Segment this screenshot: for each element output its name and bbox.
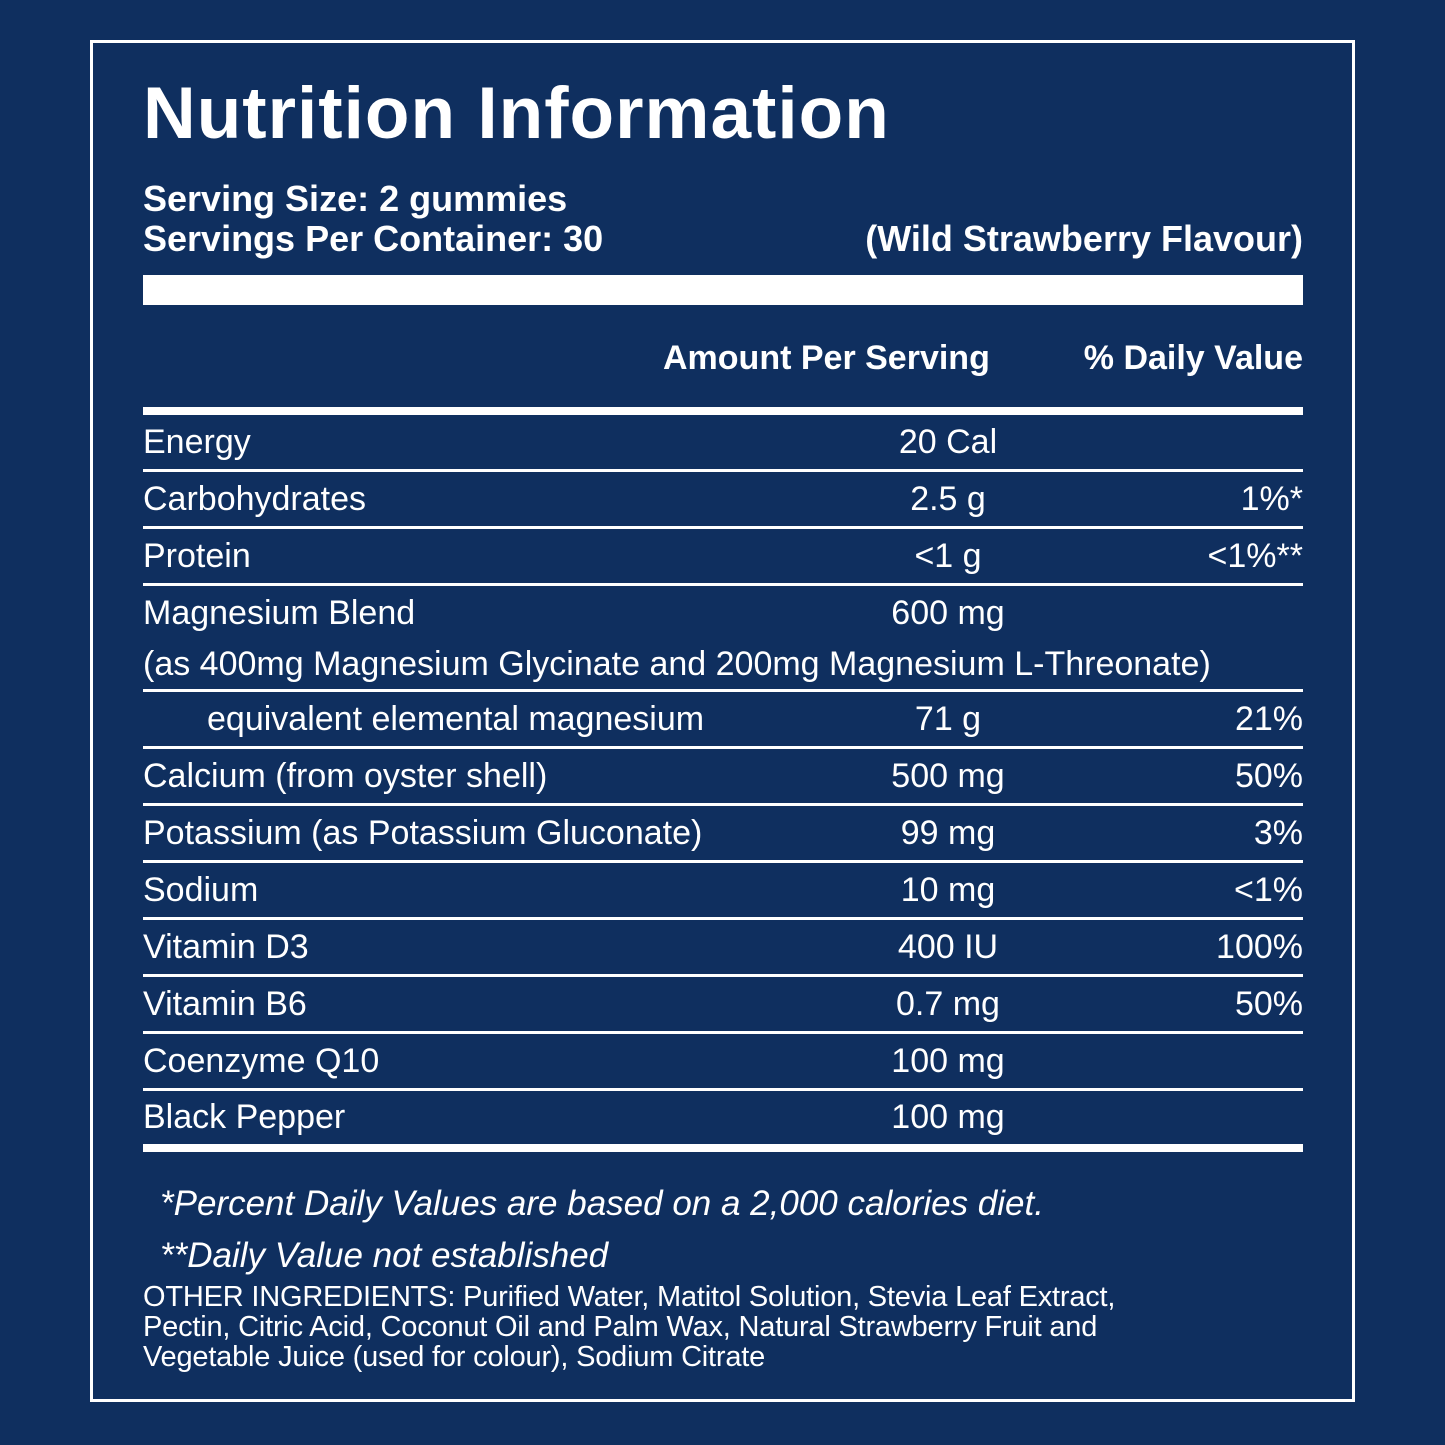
row-amount: 600 mg bbox=[891, 593, 1005, 632]
column-headers: Amount Per Serving % Daily Value bbox=[143, 339, 1303, 377]
row-amount: 99 mg bbox=[900, 813, 996, 852]
other-ingredients-line: OTHER INGREDIENTS: Purified Water, Matit… bbox=[143, 1281, 1116, 1313]
serving-size: Serving Size: 2 gummies bbox=[143, 178, 568, 219]
row-amount: 0.7 mg bbox=[896, 984, 1000, 1023]
label-content: Nutrition Information Serving Size: 2 gu… bbox=[93, 75, 1352, 1431]
row-label: Energy bbox=[143, 422, 251, 461]
row-amount: 20 Cal bbox=[898, 422, 998, 461]
row-daily-value: 1%* bbox=[1240, 479, 1303, 518]
row-label: equivalent elemental magnesium bbox=[207, 699, 705, 738]
other-ingredients-line: Vegetable Juice (used for colour), Sodiu… bbox=[143, 1341, 766, 1373]
row-daily-value: 100% bbox=[1216, 927, 1303, 966]
row-daily-value: 50% bbox=[1234, 984, 1303, 1023]
flavour-label: (Wild Strawberry Flavour) bbox=[865, 218, 1303, 259]
table-row-sodium: Sodium 10 mg <1% bbox=[143, 863, 1303, 920]
row-label: Calcium (from oyster shell) bbox=[143, 756, 548, 795]
table-row-carbohydrates: Carbohydrates 2.5 g 1%* bbox=[143, 472, 1303, 529]
row-label: Vitamin D3 bbox=[143, 927, 309, 966]
table-row-protein: Protein <1 g <1%** bbox=[143, 529, 1303, 586]
row-amount: 100 mg bbox=[891, 1041, 1005, 1080]
row-label: Magnesium Blend bbox=[143, 593, 416, 632]
column-header-daily-value: % Daily Value bbox=[1083, 339, 1303, 377]
row-amount: 400 IU bbox=[897, 927, 999, 966]
row-amount: 100 mg bbox=[891, 1098, 1005, 1136]
row-label: Coenzyme Q10 bbox=[143, 1041, 380, 1080]
table-row-energy: Energy 20 Cal bbox=[143, 415, 1303, 472]
table-row-calcium: Calcium (from oyster shell) 500 mg 50% bbox=[143, 749, 1303, 806]
row-amount: 2.5 g bbox=[910, 479, 986, 518]
row-amount: 71 g bbox=[914, 699, 982, 738]
row-label: Protein bbox=[143, 536, 251, 575]
footnote-not-established: **Daily Value not established bbox=[160, 1236, 609, 1275]
row-daily-value: 21% bbox=[1234, 699, 1303, 738]
serving-info: Serving Size: 2 gummies Servings Per Con… bbox=[143, 179, 1303, 259]
nutrition-table: Energy 20 Cal Carbohydrates 2.5 g 1%* Pr… bbox=[143, 407, 1303, 1152]
row-daily-value: 3% bbox=[1253, 813, 1303, 852]
column-header-amount: Amount Per Serving bbox=[663, 339, 990, 377]
footnotes: *Percent Daily Values are based on a 2,0… bbox=[143, 1178, 1303, 1282]
divider-bar bbox=[143, 275, 1303, 305]
row-amount: <1 g bbox=[914, 536, 982, 575]
magnesium-blend-note: (as 400mg Magnesium Glycinate and 200mg … bbox=[143, 640, 1303, 692]
other-ingredients-line: Pectin, Citric Acid, Coconut Oil and Pal… bbox=[143, 1311, 1098, 1343]
row-label: Carbohydrates bbox=[143, 479, 367, 518]
row-label: Sodium bbox=[143, 870, 259, 909]
row-label: Black Pepper bbox=[143, 1098, 346, 1136]
label-frame: Nutrition Information Serving Size: 2 gu… bbox=[90, 40, 1355, 1402]
row-amount: 500 mg bbox=[891, 756, 1005, 795]
table-row-coenzyme-q10: Coenzyme Q10 100 mg bbox=[143, 1034, 1303, 1091]
table-row-vitamin-d3: Vitamin D3 400 IU 100% bbox=[143, 920, 1303, 977]
row-daily-value: <1% bbox=[1234, 870, 1303, 909]
table-row-potassium: Potassium (as Potassium Gluconate) 99 mg… bbox=[143, 806, 1303, 863]
servings-per-container: Servings Per Container: 30 bbox=[143, 218, 604, 259]
table-row-vitamin-b6: Vitamin B6 0.7 mg 50% bbox=[143, 977, 1303, 1034]
table-row-elemental-magnesium: equivalent elemental magnesium 71 g 21% bbox=[143, 692, 1303, 749]
serving-lines: Serving Size: 2 gummies Servings Per Con… bbox=[143, 179, 603, 259]
page-title: Nutrition Information bbox=[143, 73, 890, 154]
row-label: Potassium (as Potassium Gluconate) bbox=[143, 813, 703, 852]
row-daily-value: 50% bbox=[1234, 756, 1303, 795]
table-row-magnesium-blend: Magnesium Blend 600 mg bbox=[143, 586, 1303, 640]
row-label: Vitamin B6 bbox=[143, 984, 307, 1023]
row-amount: 10 mg bbox=[900, 870, 996, 909]
table-row-black-pepper: Black Pepper 100 mg bbox=[143, 1091, 1303, 1152]
other-ingredients: OTHER INGREDIENTS: Purified Water, Matit… bbox=[143, 1282, 1303, 1372]
row-daily-value: <1%** bbox=[1207, 536, 1303, 575]
footnote-daily-values: *Percent Daily Values are based on a 2,0… bbox=[160, 1184, 1044, 1223]
